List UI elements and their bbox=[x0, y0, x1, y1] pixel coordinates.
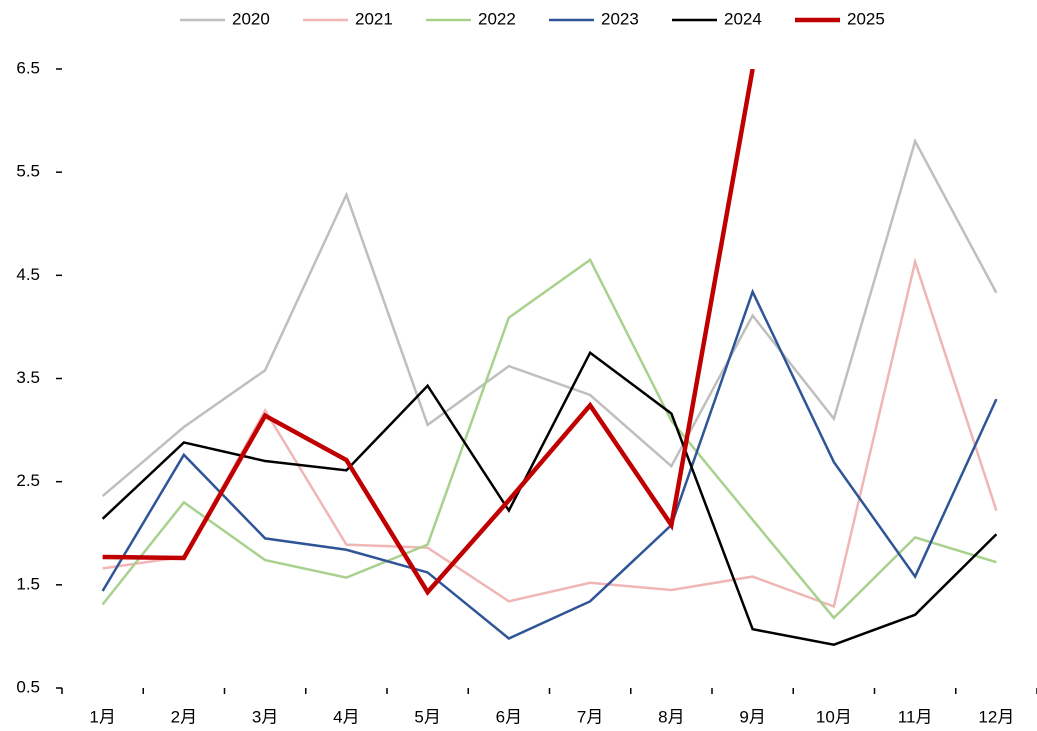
series-line bbox=[102, 69, 755, 596]
y-tick-label: 5.5 bbox=[16, 162, 40, 181]
plot-area bbox=[101, 69, 998, 646]
legend: 2020 2021 2022 2023 2024 2025 bbox=[180, 9, 885, 28]
series-line bbox=[101, 257, 997, 620]
x-tick-label: 6月 bbox=[496, 707, 522, 726]
x-tick-label: 3月 bbox=[252, 707, 278, 726]
y-tick-label: 6.5 bbox=[16, 58, 40, 77]
legend-label: 2022 bbox=[478, 9, 516, 28]
x-tick-label: 11月 bbox=[898, 707, 933, 726]
legend-label: 2021 bbox=[355, 9, 393, 28]
x-tick-label: 12月 bbox=[978, 707, 1014, 726]
x-tick-label: 7月 bbox=[577, 707, 603, 726]
x-tick-label: 9月 bbox=[739, 707, 765, 726]
x-tick-label: 2月 bbox=[171, 707, 197, 726]
y-tick-label: 3.5 bbox=[16, 368, 40, 387]
y-tick-label: 4.5 bbox=[16, 265, 40, 284]
x-tick-label: 10月 bbox=[816, 707, 852, 726]
y-tick-label: 0.5 bbox=[16, 677, 40, 696]
x-tick-label: 1月 bbox=[89, 707, 115, 726]
series-line bbox=[101, 350, 998, 646]
x-tick-label: 5月 bbox=[414, 707, 440, 726]
series-line bbox=[101, 288, 998, 640]
y-tick-label: 1.5 bbox=[16, 574, 40, 593]
legend-label: 2024 bbox=[724, 9, 762, 28]
legend-label: 2023 bbox=[601, 9, 639, 28]
series-line bbox=[101, 137, 998, 498]
axes: 0.5 1.5 2.5 3.5 4.5 5.5 6.5 1月 2月 3月 4月 5月 6月 7月 8月 9月 1… bbox=[16, 58, 1037, 726]
x-tick-label: 4月 bbox=[333, 707, 359, 726]
legend-label: 2020 bbox=[232, 9, 270, 28]
x-tick-label: 8月 bbox=[658, 707, 684, 726]
y-tick-label: 2.5 bbox=[16, 471, 40, 490]
legend-label: 2025 bbox=[847, 9, 885, 28]
